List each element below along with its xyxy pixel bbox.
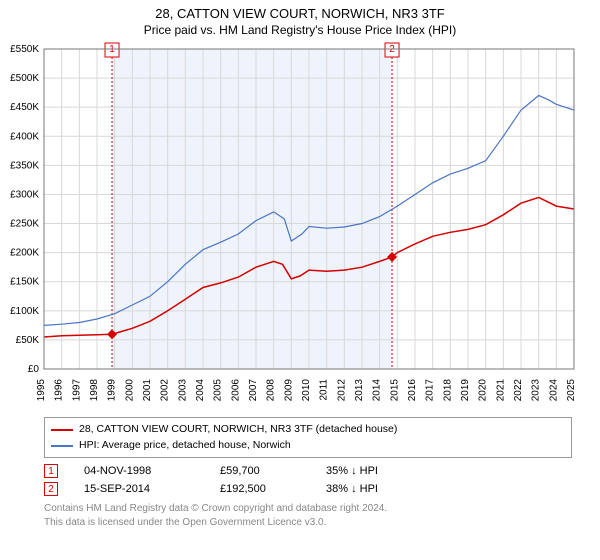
- svg-text:2014: 2014: [372, 378, 383, 401]
- svg-text:1995: 1995: [36, 378, 47, 401]
- chart-area: £0 £50K £100K £150K £200K £250K £300K £350K £400…: [0, 41, 600, 411]
- chart-subtitle: Price paid vs. HM Land Registry's House …: [0, 23, 600, 41]
- svg-text:£400K: £400K: [10, 131, 39, 142]
- legend-swatch: [51, 429, 73, 431]
- legend-swatch: [51, 445, 73, 447]
- annotation-date: 15-SEP-2014: [84, 483, 194, 495]
- svg-text:2005: 2005: [213, 378, 224, 401]
- svg-text:1997: 1997: [71, 378, 82, 401]
- svg-text:2001: 2001: [142, 378, 153, 401]
- svg-text:1998: 1998: [89, 378, 100, 401]
- svg-text:1996: 1996: [54, 378, 65, 401]
- annotation-row: 2 15-SEP-2014 £192,500 38% ↓ HPI: [44, 480, 572, 498]
- legend: 28, CATTON VIEW COURT, NORWICH, NR3 3TF …: [44, 417, 572, 459]
- svg-text:2024: 2024: [548, 378, 559, 401]
- svg-text:2012: 2012: [336, 378, 347, 401]
- annotation-price: £192,500: [220, 483, 300, 495]
- annotation-badge: 1: [44, 464, 58, 478]
- annotation-badge: 2: [44, 482, 58, 496]
- svg-text:£50K: £50K: [16, 335, 40, 346]
- svg-text:£450K: £450K: [10, 102, 39, 113]
- legend-label: 28, CATTON VIEW COURT, NORWICH, NR3 3TF …: [79, 422, 397, 438]
- svg-text:£550K: £550K: [10, 44, 39, 55]
- svg-text:2003: 2003: [177, 378, 188, 401]
- footer-line: Contains HM Land Registry data © Crown c…: [44, 502, 572, 516]
- svg-text:2023: 2023: [531, 378, 542, 401]
- svg-text:2009: 2009: [283, 378, 294, 401]
- svg-text:£150K: £150K: [10, 277, 39, 288]
- line-chart: £0 £50K £100K £150K £200K £250K £300K £350K £400…: [0, 41, 600, 411]
- legend-item-hpi: HPI: Average price, detached house, Norw…: [51, 438, 565, 454]
- annotation-date: 04-NOV-1998: [84, 465, 194, 477]
- svg-text:2006: 2006: [230, 378, 241, 401]
- svg-text:2025: 2025: [566, 378, 577, 401]
- svg-text:2007: 2007: [248, 378, 259, 401]
- svg-text:2021: 2021: [495, 378, 506, 401]
- legend-label: HPI: Average price, detached house, Norw…: [79, 438, 291, 454]
- svg-text:£200K: £200K: [10, 248, 39, 259]
- svg-text:2015: 2015: [389, 378, 400, 401]
- svg-text:1999: 1999: [107, 378, 118, 401]
- svg-text:£500K: £500K: [10, 73, 39, 84]
- annotation-row: 1 04-NOV-1998 £59,700 35% ↓ HPI: [44, 462, 572, 480]
- svg-text:2010: 2010: [301, 378, 312, 401]
- svg-text:2019: 2019: [460, 378, 471, 401]
- svg-text:£300K: £300K: [10, 189, 39, 200]
- svg-text:2018: 2018: [442, 378, 453, 401]
- svg-text:2016: 2016: [407, 378, 418, 401]
- annotation-price: £59,700: [220, 465, 300, 477]
- svg-text:£250K: £250K: [10, 218, 39, 229]
- annotation-table: 1 04-NOV-1998 £59,700 35% ↓ HPI 2 15-SEP…: [44, 462, 572, 498]
- svg-text:2011: 2011: [319, 378, 330, 400]
- svg-text:£0: £0: [28, 364, 40, 375]
- svg-text:£350K: £350K: [10, 160, 39, 171]
- chart-title: 28, CATTON VIEW COURT, NORWICH, NR3 3TF: [0, 0, 600, 23]
- svg-text:2022: 2022: [513, 378, 524, 401]
- svg-text:2020: 2020: [478, 378, 489, 401]
- svg-text:£100K: £100K: [10, 306, 39, 317]
- annotation-delta: 38% ↓ HPI: [326, 483, 378, 495]
- footer-attribution: Contains HM Land Registry data © Crown c…: [44, 502, 572, 529]
- annotation-delta: 35% ↓ HPI: [326, 465, 378, 477]
- svg-text:2000: 2000: [124, 378, 135, 401]
- footer-line: This data is licensed under the Open Gov…: [44, 516, 572, 530]
- legend-item-price-paid: 28, CATTON VIEW COURT, NORWICH, NR3 3TF …: [51, 422, 565, 438]
- svg-text:2013: 2013: [354, 378, 365, 401]
- svg-text:2008: 2008: [266, 378, 277, 401]
- svg-text:2017: 2017: [425, 378, 436, 401]
- svg-text:2002: 2002: [160, 378, 171, 401]
- svg-text:2004: 2004: [195, 378, 206, 401]
